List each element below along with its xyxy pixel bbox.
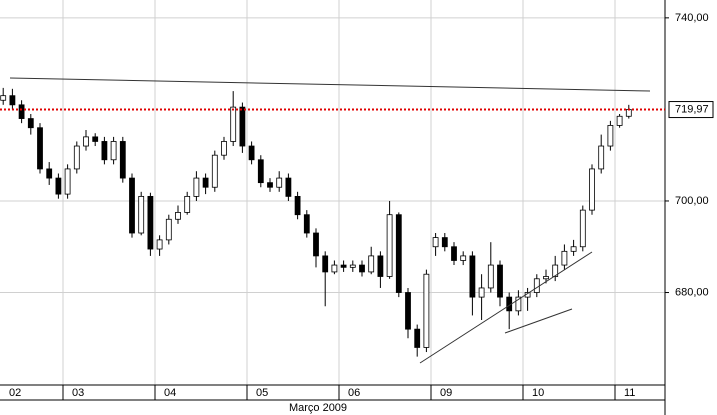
x-tick-label: 11: [624, 387, 635, 399]
candle-body: [175, 212, 181, 220]
candle-body: [230, 106, 237, 142]
candle-body: [37, 127, 43, 170]
candle-body: [414, 328, 421, 348]
candle-body: [570, 246, 577, 252]
candle-body: [515, 296, 522, 312]
candle-body: [276, 177, 283, 188]
candle-body: [368, 255, 375, 273]
candle-body: [359, 264, 365, 273]
candle-body: [83, 136, 89, 147]
candle-body: [589, 168, 595, 211]
candle-body: [395, 214, 402, 293]
candle-body: [221, 141, 227, 156]
candle-body: [92, 136, 99, 142]
candle-body: [239, 106, 246, 147]
x-tick-label: 02: [9, 387, 21, 399]
y-tick-label: 740,00: [675, 12, 709, 24]
candle-body: [322, 255, 329, 273]
candle-body: [441, 237, 448, 248]
candle-body: [349, 264, 356, 268]
x-tick-label: 09: [440, 387, 452, 399]
candles: [0, 87, 632, 357]
support-trendline: [504, 308, 573, 334]
candle-body: [377, 255, 384, 277]
candle-body: [267, 182, 273, 188]
candle-body: [460, 255, 467, 261]
candle-body: [423, 273, 430, 348]
candle-body: [184, 195, 191, 213]
candle-body: [294, 195, 301, 216]
candle-body: [598, 145, 605, 170]
candle-body: [18, 104, 25, 119]
candle-body: [64, 168, 71, 195]
candle-body: [616, 115, 623, 126]
candle-body: [533, 278, 540, 293]
candle-body: [303, 214, 310, 234]
candle-body: [543, 276, 549, 280]
candle-body: [432, 237, 439, 248]
candle-body: [487, 264, 494, 289]
resistance-trendline: [9, 77, 651, 92]
candle-body: [469, 255, 476, 298]
candle-body: [331, 264, 338, 273]
last-price-box: [668, 101, 714, 119]
candle-body: [9, 95, 16, 106]
y-tick-label: 700,00: [675, 195, 709, 207]
candle-body: [607, 125, 614, 147]
candle-body: [561, 250, 568, 266]
candle-body: [552, 264, 559, 277]
candle-body: [625, 109, 632, 117]
candle-body: [73, 145, 80, 170]
x-tick-label: 05: [256, 387, 268, 399]
candle-body: [497, 264, 503, 298]
last-price-label: 719,97: [675, 103, 709, 115]
candle-body: [101, 141, 108, 161]
candle-body: [0, 95, 7, 101]
support-trendline: [419, 251, 593, 364]
candle-body: [202, 177, 209, 188]
candle-body: [55, 177, 62, 195]
y-tick-label: 680,00: [675, 286, 709, 298]
x-tick-label: 03: [72, 387, 84, 399]
candle-body: [451, 246, 457, 261]
candle-body: [156, 239, 163, 250]
x-tick-label: 06: [348, 387, 360, 399]
candle-body: [579, 209, 586, 248]
candle-body: [211, 154, 218, 188]
candle-body: [165, 218, 172, 241]
grid: 680,00 700,00 740,00 02 03 04 05 06 09 10 11: [0, 0, 709, 400]
candle-body: [405, 292, 411, 330]
candle-body: [257, 159, 264, 184]
x-tick-label: 04: [164, 387, 176, 399]
annotations: 719,97: [0, 101, 714, 119]
candle-body: [386, 214, 393, 277]
candle-body: [27, 118, 34, 129]
x-tick-label: 10: [532, 387, 544, 399]
candle-body: [46, 168, 53, 179]
candle-body: [138, 195, 145, 234]
candle-body: [110, 141, 117, 161]
candle-body: [285, 177, 292, 197]
candle-body: [147, 195, 154, 250]
candle-body: [129, 177, 135, 234]
candle-body: [248, 145, 255, 161]
candle-body: [313, 232, 319, 257]
candle-body: [119, 141, 126, 179]
candle-body: [193, 177, 200, 197]
candle-body: [340, 264, 347, 268]
x-group-label: Março 2009: [289, 402, 347, 414]
candle-body: [478, 287, 485, 298]
